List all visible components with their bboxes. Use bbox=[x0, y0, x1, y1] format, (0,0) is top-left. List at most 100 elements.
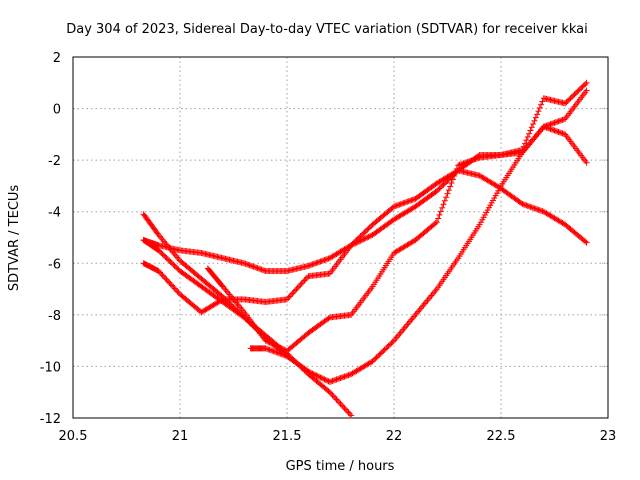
plus-marker bbox=[357, 237, 364, 244]
plus-marker bbox=[329, 392, 336, 399]
y-tick-label: -12 bbox=[40, 412, 61, 427]
plus-marker bbox=[361, 229, 368, 236]
plus-marker bbox=[155, 268, 162, 275]
plus-marker bbox=[163, 276, 170, 283]
plus-marker bbox=[362, 235, 369, 242]
plus-marker bbox=[346, 410, 353, 417]
y-tick-labels: -12 -10 -8 -6 -4 -2 0 2 bbox=[40, 51, 61, 427]
plus-marker bbox=[440, 201, 447, 208]
plus-marker bbox=[348, 242, 355, 249]
plus-marker bbox=[277, 344, 284, 351]
plus-marker bbox=[583, 87, 590, 94]
plus-marker bbox=[170, 261, 177, 268]
plus-marker bbox=[296, 283, 303, 290]
y-tick-label: -6 bbox=[48, 257, 61, 272]
x-tick-label: 23 bbox=[600, 429, 617, 444]
plus-marker bbox=[364, 226, 371, 233]
plus-marker bbox=[160, 252, 167, 259]
plus-marker bbox=[575, 87, 582, 94]
plus-marker bbox=[289, 290, 296, 297]
plus-marker bbox=[433, 219, 440, 226]
plus-marker bbox=[360, 230, 367, 237]
plus-marker bbox=[384, 344, 391, 351]
plus-marker bbox=[172, 264, 179, 271]
plus-marker bbox=[365, 225, 372, 232]
plus-marker bbox=[300, 278, 307, 285]
y-tick-label: 2 bbox=[53, 51, 61, 66]
plus-marker bbox=[372, 355, 379, 362]
plus-marker bbox=[313, 372, 320, 379]
plus-marker bbox=[582, 238, 589, 245]
plus-marker bbox=[352, 240, 359, 247]
plus-marker bbox=[325, 388, 332, 395]
x-tick-labels: 20.5 21 21.5 22 22.5 23 bbox=[59, 429, 617, 444]
plus-marker bbox=[388, 340, 395, 347]
data-marks bbox=[140, 79, 590, 419]
y-tick-label: -4 bbox=[48, 206, 61, 221]
plus-marker bbox=[171, 262, 178, 269]
plus-marker bbox=[535, 108, 542, 115]
plus-marker bbox=[334, 397, 341, 404]
x-tick-label: 22 bbox=[386, 429, 403, 444]
plus-marker bbox=[583, 79, 590, 86]
plus-marker bbox=[538, 101, 545, 108]
plus-marker bbox=[523, 137, 530, 144]
plus-marker bbox=[382, 345, 389, 352]
plus-marker bbox=[530, 121, 537, 128]
plus-marker bbox=[579, 83, 586, 90]
plus-marker bbox=[380, 347, 387, 354]
plus-marker bbox=[265, 338, 272, 345]
plus-marker bbox=[354, 239, 361, 246]
plus-marker bbox=[155, 247, 162, 254]
plus-marker bbox=[158, 249, 165, 256]
plus-marker bbox=[160, 273, 167, 280]
plus-marker bbox=[527, 127, 534, 134]
plus-marker bbox=[338, 402, 345, 409]
plus-marker bbox=[365, 233, 372, 240]
series-track-6 bbox=[247, 345, 312, 375]
chart-title: Day 304 of 2023, Sidereal Day-to-day VTE… bbox=[66, 22, 588, 37]
plus-marker bbox=[389, 338, 396, 345]
plus-marker bbox=[168, 282, 175, 289]
plus-marker bbox=[263, 338, 270, 345]
plus-marker bbox=[159, 272, 166, 279]
plus-marker bbox=[326, 389, 333, 396]
plus-marker bbox=[293, 286, 300, 293]
plus-marker bbox=[218, 297, 225, 304]
plus-marker bbox=[439, 204, 446, 211]
x-tick-label: 20.5 bbox=[59, 429, 88, 444]
plus-marker bbox=[439, 182, 446, 189]
plus-marker bbox=[317, 374, 324, 381]
plus-marker bbox=[524, 133, 531, 140]
series-track-5 bbox=[204, 123, 590, 354]
plus-marker bbox=[358, 231, 365, 238]
plus-marker bbox=[304, 367, 311, 374]
plus-marker bbox=[284, 296, 290, 303]
plus-marker bbox=[341, 405, 348, 412]
plus-marker bbox=[336, 399, 343, 406]
plus-marker bbox=[333, 396, 340, 403]
plus-marker bbox=[534, 111, 541, 118]
plus-marker bbox=[158, 270, 165, 277]
plus-marker bbox=[269, 340, 276, 347]
plus-marker bbox=[164, 256, 171, 263]
plus-marker bbox=[166, 257, 173, 264]
plus-marker bbox=[433, 188, 440, 195]
series-track-2 bbox=[140, 167, 590, 275]
plus-marker bbox=[536, 104, 543, 111]
plus-marker bbox=[159, 251, 166, 258]
plus-marker bbox=[562, 100, 569, 107]
plus-marker bbox=[340, 403, 347, 410]
plot-frame bbox=[72, 56, 609, 419]
plus-marker bbox=[441, 180, 448, 187]
plus-marker bbox=[314, 373, 321, 380]
plus-marker bbox=[447, 183, 454, 190]
plus-marker bbox=[448, 173, 455, 180]
plus-marker bbox=[337, 400, 344, 407]
plus-marker bbox=[528, 124, 535, 131]
plus-marker bbox=[325, 315, 332, 322]
plus-marker bbox=[360, 236, 367, 243]
plus-marker bbox=[342, 406, 349, 413]
plus-marker bbox=[526, 130, 533, 137]
plus-marker bbox=[582, 81, 589, 88]
